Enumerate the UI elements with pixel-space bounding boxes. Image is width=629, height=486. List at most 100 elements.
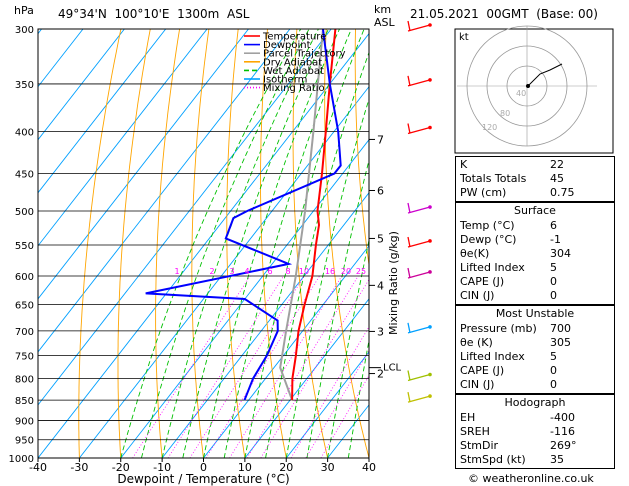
surface-label: Temp (°C) (460, 219, 515, 232)
isotherm-line (79, 85, 369, 458)
hodograph-ring-label: 120 (482, 123, 497, 132)
parcel-trajectory-line (279, 29, 324, 401)
hodograph-kt-label: kt (459, 32, 469, 43)
legend-label: Dry Adiabat (263, 57, 322, 68)
mu-label: Pressure (mb) (460, 322, 537, 335)
mixing-ratio-line (189, 275, 305, 458)
km-tick-label: 7 (377, 133, 384, 146)
isotherm-line (38, 29, 125, 141)
pressure-tick-label: 800 (15, 374, 34, 385)
mu-value: 5 (550, 350, 557, 363)
hodograph-title: Hodograph (504, 396, 566, 409)
dry-adiabat-line (78, 29, 122, 458)
x-axis-label: Dewpoint / Temperature (°C) (117, 472, 289, 486)
km-tick-label: 5 (377, 232, 384, 245)
surface-label: CAPE (J) (460, 275, 505, 288)
most-unstable-title: Most Unstable (495, 307, 575, 320)
mixing-ratio-label: 3 (229, 267, 234, 276)
datetime-title: 21.05.2021 00GMT (Base: 00) (410, 7, 598, 21)
legend-label: Temperature (262, 32, 326, 43)
wind-barb-icon (407, 326, 431, 334)
wind-barb-icon (407, 267, 411, 279)
pressure-tick-label: 600 (15, 272, 34, 283)
hodo-label: StmSpd (kt) (460, 453, 526, 466)
surface-label: Dewp (°C) (460, 233, 517, 246)
wind-barb-icon (407, 271, 431, 279)
dry-adiabat-line (619, 29, 629, 458)
indices-table: K 22 Totals Totals 45 PW (cm) 0.75 (455, 156, 615, 203)
mixing-ratio-label: 10 (299, 267, 309, 276)
mixing-ratio-axis-label: Mixing Ratio (g/kg) (387, 231, 400, 335)
pressure-tick-label: 300 (15, 25, 34, 36)
index-label: PW (cm) (460, 186, 507, 199)
mixing-ratio-label: 16 (325, 267, 335, 276)
index-value: 0.75 (550, 186, 575, 199)
mu-label: Lifted Index (460, 350, 525, 363)
surface-title: Surface (514, 204, 556, 217)
index-label: Totals Totals (460, 172, 527, 185)
pressure-tick-label: 500 (15, 207, 34, 218)
mixing-ratio-line (205, 275, 320, 458)
legend-label: Dewpoint (263, 40, 311, 51)
hodograph-frame (454, 28, 614, 154)
dewpoint-line (145, 29, 342, 401)
location-title: 49°34'N 100°10'E 1300m ASL (58, 7, 250, 21)
hodograph-ring-label: 40 (516, 89, 526, 98)
wind-barb-dot (428, 23, 432, 27)
x-tick-label: 0 (200, 461, 207, 474)
pressure-tick-label: 700 (15, 327, 34, 338)
isotherm-line (161, 191, 369, 458)
wet-adiabat-line (347, 337, 369, 458)
pressure-tick-label: 850 (15, 396, 34, 407)
hodo-label: StmDir (460, 439, 499, 452)
mu-label: θe (K) (460, 336, 493, 349)
wet-adiabat-line (161, 29, 319, 458)
pressure-tick-label: 450 (15, 169, 34, 180)
dry-adiabat-line (117, 29, 151, 458)
isotherm-line (38, 29, 84, 88)
x-tick-label: 20 (279, 461, 293, 474)
wind-barb-icon (407, 202, 411, 214)
wet-adiabat-line (203, 29, 340, 458)
temperature-line (291, 29, 337, 401)
isotherm-line (38, 29, 249, 300)
pressure-tick-label: 900 (15, 416, 34, 427)
surface-label: θe(K) (460, 247, 490, 260)
x-tick-label: -30 (70, 461, 88, 474)
mixing-ratio-label: 8 (285, 267, 290, 276)
mu-label: CIN (J) (460, 378, 495, 391)
plot-area (38, 29, 629, 458)
footer-credit: © weatheronline.co.uk (468, 472, 594, 485)
mu-value: 0 (550, 378, 557, 391)
x-tick-label: -20 (112, 461, 130, 474)
surface-value: 0 (550, 275, 557, 288)
mu-value: 0 (550, 364, 557, 377)
hodo-value: -400 (550, 411, 575, 424)
index-value: 45 (550, 172, 564, 185)
pressure-tick-label: 550 (15, 241, 34, 252)
wind-barb-dot (428, 125, 432, 130)
x-tick-label: 40 (362, 461, 376, 474)
pressure-tick-label: 400 (15, 128, 34, 139)
lcl-label: LCL (383, 363, 402, 374)
wet-adiabat-line (223, 29, 352, 458)
dry-adiabat-line (191, 29, 210, 458)
wind-barb-dot (428, 270, 432, 274)
hodograph-trace (526, 63, 563, 87)
wind-barb-icon (407, 370, 411, 381)
mixing-ratio-label: 4 (244, 267, 249, 276)
wind-barb-icon (407, 75, 411, 87)
index-value: 22 (550, 158, 564, 171)
mu-label: CAPE (J) (460, 364, 505, 377)
legend-label: Mixing Ratio (263, 83, 325, 94)
isotherm-line (244, 298, 369, 458)
surface-table: Surface Temp (°C) 6 Dewp (°C) -1 θe(K) 304 … (455, 201, 615, 306)
mixing-ratio-line (320, 374, 369, 458)
isotherm-line (38, 29, 167, 194)
pressure-tick-label: 350 (15, 80, 34, 91)
legend-label: Parcel Trajectory (263, 49, 346, 60)
surface-value: -1 (550, 233, 561, 246)
x-tick-label: -40 (29, 461, 47, 474)
asl-label: ASL (374, 16, 395, 29)
